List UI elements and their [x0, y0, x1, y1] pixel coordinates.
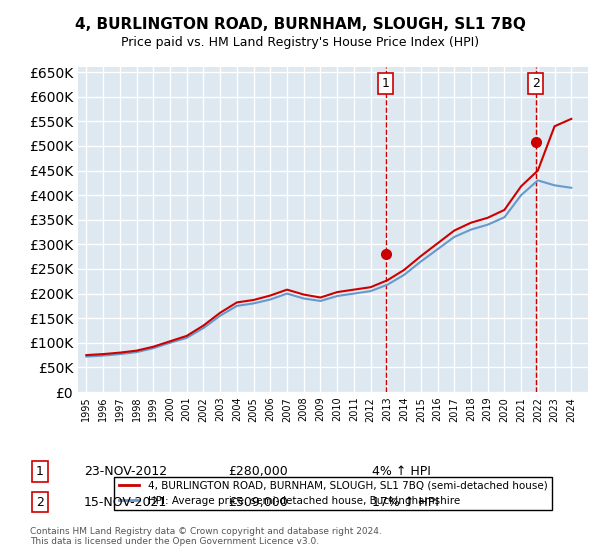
Text: Price paid vs. HM Land Registry's House Price Index (HPI): Price paid vs. HM Land Registry's House … [121, 36, 479, 49]
Text: 1: 1 [382, 77, 389, 90]
Text: £280,000: £280,000 [228, 465, 288, 478]
Text: 4, BURLINGTON ROAD, BURNHAM, SLOUGH, SL1 7BQ: 4, BURLINGTON ROAD, BURNHAM, SLOUGH, SL1… [74, 17, 526, 32]
Text: 2: 2 [532, 77, 539, 90]
Text: 15-NOV-2021: 15-NOV-2021 [84, 496, 167, 508]
Text: Contains HM Land Registry data © Crown copyright and database right 2024.
This d: Contains HM Land Registry data © Crown c… [30, 526, 382, 546]
Text: 4% ↑ HPI: 4% ↑ HPI [372, 465, 431, 478]
Legend: 4, BURLINGTON ROAD, BURNHAM, SLOUGH, SL1 7BQ (semi-detached house), HPI: Average: 4, BURLINGTON ROAD, BURNHAM, SLOUGH, SL1… [115, 477, 551, 510]
Text: 23-NOV-2012: 23-NOV-2012 [84, 465, 167, 478]
Text: £509,000: £509,000 [228, 496, 288, 508]
Text: 2: 2 [36, 496, 44, 508]
Text: 1: 1 [36, 465, 44, 478]
Text: 17% ↑ HPI: 17% ↑ HPI [372, 496, 439, 508]
